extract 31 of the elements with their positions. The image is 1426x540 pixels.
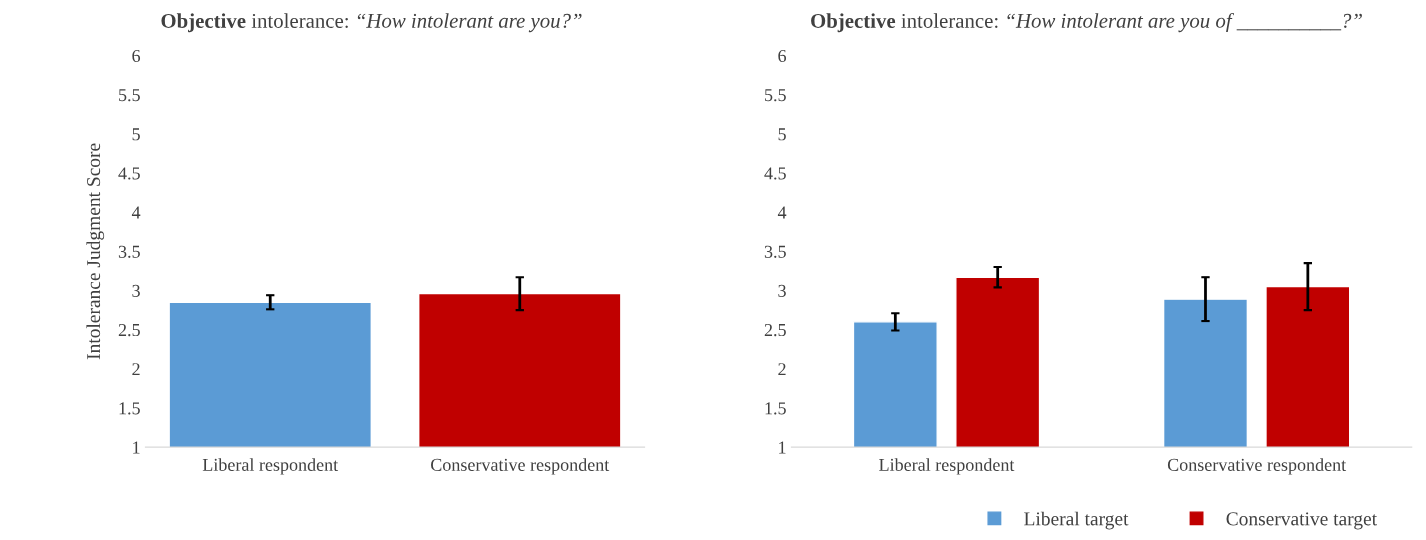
x-tick-label: Conservative respondent: [1167, 458, 1347, 475]
y-tick-label: 2.5: [118, 323, 140, 337]
y-tick-label: 4: [777, 206, 787, 219]
y-tick-label: 5: [132, 128, 140, 141]
y-tick-label: 5.5: [119, 89, 140, 102]
y-tick-label: 2: [778, 363, 786, 376]
y-tick-label: 3: [778, 284, 786, 297]
legend-label: Conservative target: [1226, 512, 1377, 530]
y-axis-title: Intolerance Judgment Score: [86, 143, 105, 360]
y-tick-label: 4: [131, 206, 141, 219]
x-tick-label: Liberal respondent: [202, 458, 339, 475]
y-tick-label: 3.5: [764, 245, 786, 258]
y-tick-label: 5.5: [765, 89, 786, 102]
chart-title: Objective intolerance: “How intolerant are you of __________?”: [811, 12, 1362, 33]
y-tick-label: 4.5: [764, 167, 786, 180]
y-tick-label: 6: [778, 49, 787, 63]
x-tick-label: Conservative respondent: [431, 458, 610, 475]
y-tick-label: 6: [132, 49, 141, 63]
y-tick-label: 3: [132, 284, 140, 297]
legend-label: Liberal target: [1024, 511, 1129, 530]
y-tick-label: 5: [778, 128, 786, 141]
y-tick-label: 4.5: [118, 167, 140, 180]
y-tick-label: 2: [132, 363, 140, 376]
y-tick-label: 2.5: [764, 323, 786, 337]
y-tick-label: 1: [133, 441, 140, 454]
x-tick-label: Liberal respondent: [879, 458, 1015, 475]
y-tick-label: 1: [779, 441, 786, 454]
y-tick-label: 1.5: [765, 402, 786, 415]
y-tick-label: 3.5: [118, 245, 140, 258]
chart-title: Objective intolerance: “How intolerant are you?”: [161, 13, 582, 33]
y-tick-label: 1.5: [119, 402, 140, 415]
